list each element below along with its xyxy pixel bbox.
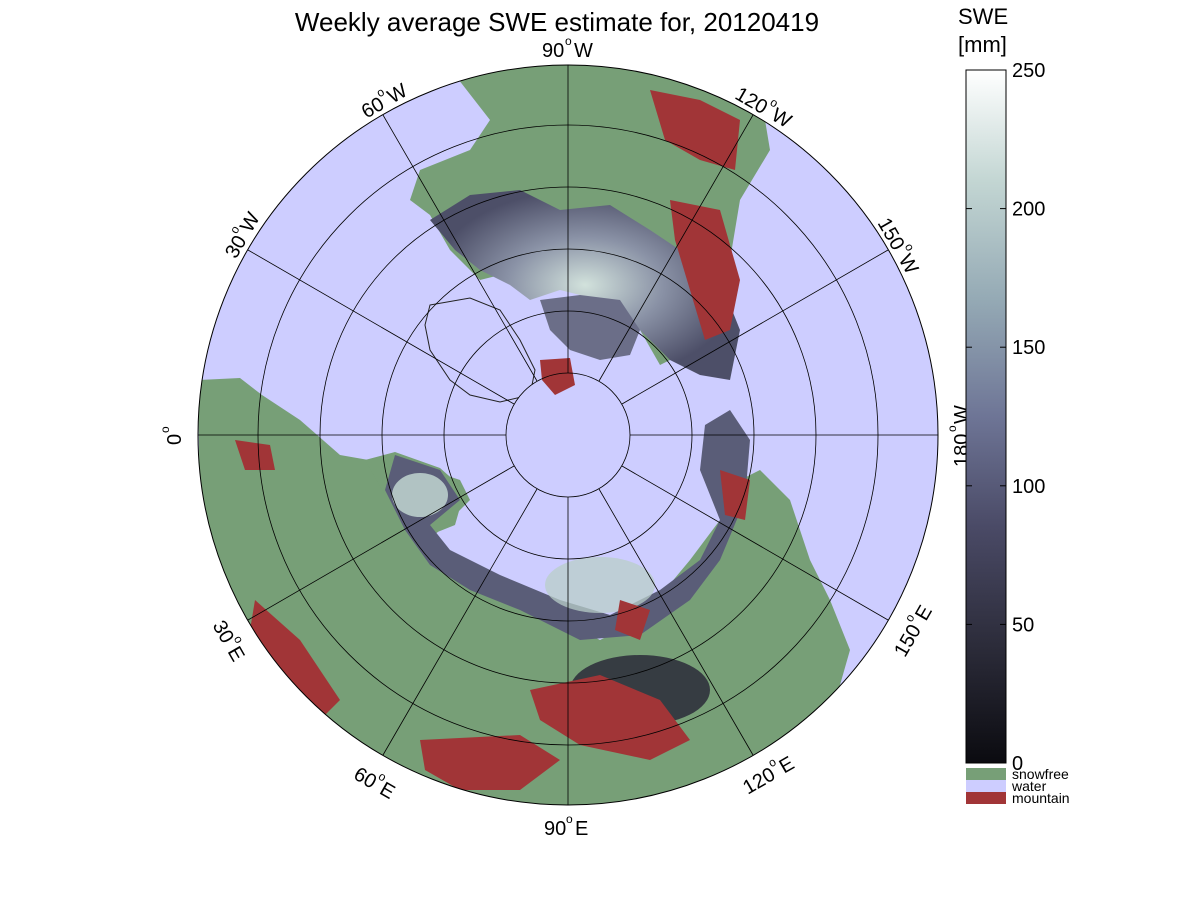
siberia-deep-snow bbox=[545, 557, 655, 613]
colorbar-tick-label: 150 bbox=[1012, 337, 1045, 359]
lon-label-90w: 90 o W bbox=[542, 34, 593, 62]
colorbar-tick-label: 50 bbox=[1012, 614, 1034, 636]
lon-label-30e: 30 o E bbox=[208, 617, 249, 666]
swe-colorbar: SWE [mm] 0 50 100 150 200 250 bbox=[958, 4, 1045, 775]
colorbar-title-line2: [mm] bbox=[958, 32, 1007, 57]
legend-swatch-mountain bbox=[966, 792, 1006, 804]
svg-text:150: 150 bbox=[890, 621, 926, 661]
svg-text:E: E bbox=[776, 753, 799, 779]
scandinavia-snow bbox=[392, 473, 448, 517]
svg-text:W: W bbox=[574, 40, 593, 62]
svg-text:o: o bbox=[565, 34, 572, 48]
svg-text:E: E bbox=[575, 818, 588, 840]
svg-text:o: o bbox=[158, 426, 172, 433]
colorbar-tick-label: 0 bbox=[1012, 753, 1023, 775]
lon-label-90e: 90 o E bbox=[544, 812, 588, 840]
colorbar-tick-label: 200 bbox=[1012, 199, 1045, 221]
svg-text:90: 90 bbox=[542, 40, 564, 62]
colorbar-gradient bbox=[965, 69, 1007, 764]
legend-label-snowfree: snowfree bbox=[1012, 766, 1069, 782]
colorbar-ticks: 0 50 100 150 200 250 bbox=[966, 60, 1045, 775]
svg-text:0: 0 bbox=[164, 434, 186, 445]
lon-label-60e: 60 o E bbox=[350, 763, 399, 804]
svg-text:60: 60 bbox=[350, 763, 380, 793]
legend-label-water: water bbox=[1011, 778, 1047, 794]
mountain-areas bbox=[235, 90, 750, 790]
eurasia-snow-cover bbox=[385, 410, 750, 640]
colorbar-title-line1: SWE bbox=[958, 4, 1008, 29]
svg-text:o: o bbox=[566, 812, 573, 826]
na-snow-cover bbox=[430, 190, 740, 380]
meridian-lines bbox=[198, 65, 938, 805]
legend-swatch-snowfree bbox=[966, 768, 1006, 780]
colorbar-tick-label: 250 bbox=[1012, 60, 1045, 82]
svg-text:90: 90 bbox=[544, 818, 566, 840]
svg-text:E: E bbox=[223, 643, 249, 666]
legend-label-mountain: mountain bbox=[1012, 790, 1070, 806]
lon-label-0: 0 o bbox=[158, 426, 186, 445]
legend-swatch-water bbox=[966, 780, 1006, 792]
map-title: Weekly average SWE estimate for, 2012041… bbox=[295, 7, 819, 37]
polar-map bbox=[197, 64, 939, 806]
colorbar-tick-label: 100 bbox=[1012, 476, 1045, 498]
svg-text:o: o bbox=[945, 425, 959, 432]
